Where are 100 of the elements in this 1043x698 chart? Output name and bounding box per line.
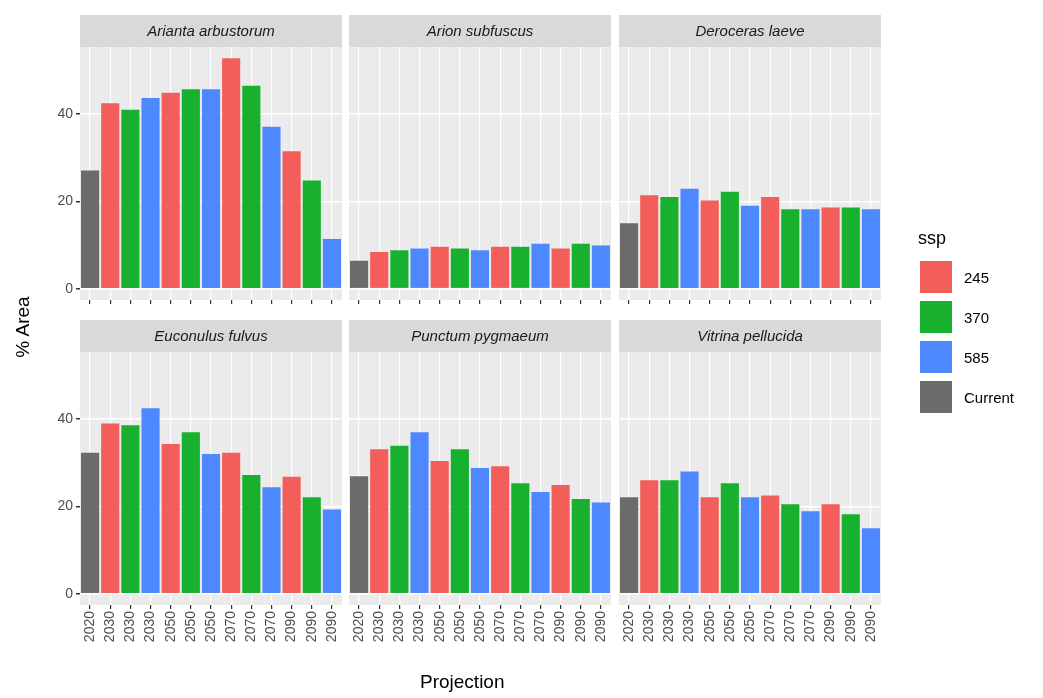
y-tick-label: 0 — [65, 279, 74, 296]
bar — [531, 243, 550, 288]
x-tick-label: 2030 — [680, 610, 697, 643]
bar — [781, 209, 800, 288]
x-tick-label: 2050 — [470, 610, 487, 643]
bar — [410, 432, 429, 593]
bar — [201, 454, 221, 593]
bar — [700, 200, 719, 288]
x-tick-label: 2030 — [370, 610, 387, 643]
bar — [121, 109, 140, 288]
y-tick-label: 20 — [57, 192, 74, 209]
bar — [620, 223, 639, 288]
bar — [430, 246, 449, 288]
legend-title: ssp — [918, 228, 947, 249]
chart-title: Euconulus fulvus — [154, 327, 269, 345]
bar — [821, 207, 840, 288]
bar — [222, 58, 241, 288]
x-tick-label: 2050 — [450, 610, 467, 643]
x-tick-label: 2050 — [430, 610, 447, 643]
x-tick-label: 2090 — [591, 610, 608, 643]
x-tick-label: 2020 — [349, 610, 366, 643]
bar — [101, 103, 120, 288]
bar — [841, 207, 860, 288]
bar — [410, 248, 429, 288]
bar — [141, 408, 160, 593]
bar — [660, 197, 679, 288]
bar — [302, 180, 321, 288]
bar — [470, 250, 490, 288]
x-tick-label: 2090 — [821, 610, 838, 643]
x-axis-title: Projection — [420, 671, 505, 693]
x-tick-label: 2050 — [720, 610, 737, 643]
x-tick-label: 2090 — [571, 610, 588, 643]
y-tick-label: 20 — [57, 497, 74, 514]
x-tick-label: 2030 — [121, 610, 138, 643]
bar — [350, 476, 369, 593]
bar — [430, 461, 449, 593]
x-tick-label: 2070 — [511, 610, 528, 643]
bar — [370, 252, 389, 288]
x-tick-label: 2070 — [222, 610, 239, 643]
y-tick-label: 0 — [65, 584, 74, 601]
bar — [571, 499, 590, 593]
bar — [322, 509, 341, 593]
bar — [781, 504, 800, 593]
bar — [370, 449, 389, 593]
bar — [181, 89, 200, 288]
chart-title: Deroceras laeve — [695, 22, 805, 40]
bar — [591, 502, 610, 593]
bar — [302, 497, 321, 593]
x-tick-label: 2030 — [660, 610, 677, 643]
bar — [740, 205, 760, 288]
x-tick-label: 2030 — [141, 610, 158, 643]
y-axis-title: % Area — [11, 296, 34, 358]
bar — [242, 85, 261, 288]
bar — [511, 483, 530, 593]
bar — [620, 497, 639, 593]
bar — [680, 188, 699, 288]
x-tick-label: 2050 — [161, 610, 178, 643]
bar — [81, 170, 100, 288]
bar — [322, 238, 341, 288]
bar — [551, 485, 570, 593]
bar — [740, 497, 760, 593]
chart-title: Arianta arbustorum — [146, 22, 275, 40]
bar — [720, 191, 739, 288]
x-tick-label: 2070 — [262, 610, 279, 643]
bar — [141, 98, 160, 288]
bar — [262, 487, 281, 593]
bar — [640, 195, 659, 288]
x-tick-label: 2070 — [761, 610, 778, 643]
x-tick-label: 2030 — [101, 610, 118, 643]
x-tick-label: 2050 — [740, 610, 757, 643]
bar — [201, 89, 221, 288]
bar — [81, 452, 100, 593]
bar — [680, 471, 699, 593]
x-tick-label: 2030 — [640, 610, 657, 643]
bar — [531, 492, 550, 593]
x-tick-label: 2050 — [700, 610, 717, 643]
bar — [861, 209, 880, 288]
x-tick-label: 2090 — [302, 610, 319, 643]
chart-title: Vitrina pellucida — [697, 327, 803, 345]
bar — [761, 495, 780, 593]
bar — [222, 452, 241, 593]
bar — [841, 514, 860, 593]
bar — [571, 243, 590, 288]
bar — [470, 468, 490, 593]
bar — [161, 444, 180, 593]
bar — [282, 476, 301, 593]
bar — [350, 260, 369, 288]
x-tick-label: 2090 — [861, 610, 878, 643]
bar — [181, 432, 200, 593]
legend-label: Current — [964, 388, 1015, 406]
x-tick-label: 2070 — [801, 610, 818, 643]
x-tick-label: 2030 — [390, 610, 407, 643]
bar — [491, 466, 510, 593]
bar — [101, 423, 120, 593]
bar — [282, 151, 301, 288]
bar — [801, 511, 820, 593]
bar — [700, 497, 719, 593]
x-tick-label: 2090 — [551, 610, 568, 643]
bar — [640, 480, 659, 593]
bar — [450, 248, 469, 288]
